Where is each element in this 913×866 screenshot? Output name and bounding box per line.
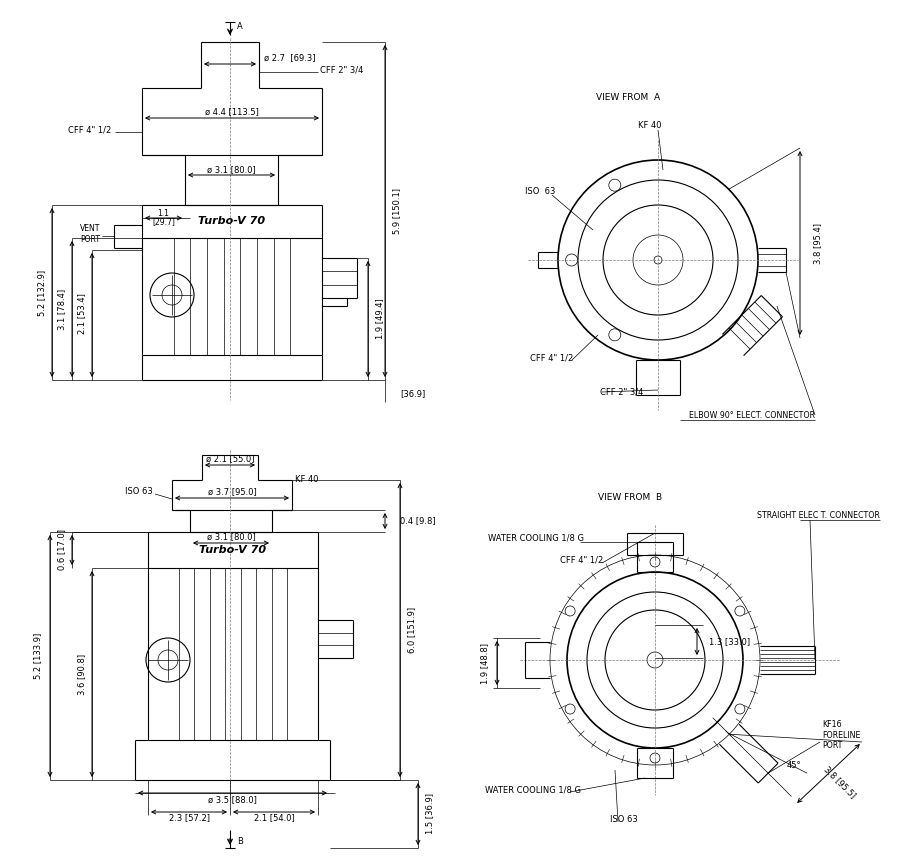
Text: ø 3.5 [88.0]: ø 3.5 [88.0] — [208, 796, 257, 805]
Text: ø 3.1 [80.0]: ø 3.1 [80.0] — [206, 533, 256, 541]
Text: 6.0 [151.9]: 6.0 [151.9] — [407, 607, 416, 653]
Text: 1.5 [36.9]: 1.5 [36.9] — [425, 793, 435, 835]
Text: ISO 63: ISO 63 — [610, 816, 638, 824]
Text: 3.6 [90.8]: 3.6 [90.8] — [78, 654, 87, 695]
Text: KF 40: KF 40 — [638, 120, 662, 130]
Text: 5.2 [132.9]: 5.2 [132.9] — [37, 269, 47, 315]
Text: 1.9 [49.4]: 1.9 [49.4] — [375, 299, 384, 339]
Text: ø 3.1 [80.0]: ø 3.1 [80.0] — [207, 165, 256, 175]
Text: 0.4 [9.8]: 0.4 [9.8] — [400, 516, 436, 526]
Text: ISO  63: ISO 63 — [525, 188, 555, 197]
Text: VENT
PORT: VENT PORT — [79, 224, 100, 243]
Text: 1.9 [48.8]: 1.9 [48.8] — [480, 643, 489, 683]
Text: 2.3 [57.2]: 2.3 [57.2] — [169, 813, 209, 823]
Text: WATER COOLING 1/8 G: WATER COOLING 1/8 G — [488, 533, 584, 542]
Text: B: B — [237, 837, 243, 846]
Text: 5.2 [133.9]: 5.2 [133.9] — [34, 633, 43, 679]
Text: CFF 4" 1/2: CFF 4" 1/2 — [68, 126, 111, 134]
Text: ISO 63: ISO 63 — [125, 488, 152, 496]
Text: CFF 2" 3/4: CFF 2" 3/4 — [600, 387, 644, 397]
Text: 2.1 [54.0]: 2.1 [54.0] — [254, 813, 294, 823]
Text: 0.6 [17.0]: 0.6 [17.0] — [58, 529, 67, 571]
Text: 45°: 45° — [787, 760, 802, 770]
Text: ø 2.7  [69.3]: ø 2.7 [69.3] — [264, 54, 316, 62]
Text: VIEW FROM  B: VIEW FROM B — [598, 494, 662, 502]
Text: CFF 4" 1/2: CFF 4" 1/2 — [530, 353, 573, 363]
Text: 2.1 [53.4]: 2.1 [53.4] — [78, 294, 87, 334]
Text: STRAIGHT ELEC T. CONNECTOR: STRAIGHT ELEC T. CONNECTOR — [757, 510, 880, 520]
Text: ø 3.7 [95.0]: ø 3.7 [95.0] — [207, 488, 257, 496]
Text: 5.9 [150.1]: 5.9 [150.1] — [393, 188, 402, 234]
Text: KF16
FORELINE
PORT: KF16 FORELINE PORT — [822, 721, 860, 750]
Text: [36.9]: [36.9] — [400, 390, 425, 398]
Text: A: A — [237, 22, 243, 31]
Text: ø 4.4 [113.5]: ø 4.4 [113.5] — [205, 107, 259, 117]
Text: 3.8 [95.4]: 3.8 [95.4] — [813, 223, 823, 263]
Text: Turbo-V 70: Turbo-V 70 — [199, 545, 267, 555]
Text: [29.7]: [29.7] — [152, 217, 175, 227]
Text: CFF 2" 3/4: CFF 2" 3/4 — [320, 66, 363, 74]
Text: WATER COOLING 1/8 G: WATER COOLING 1/8 G — [485, 785, 581, 794]
Text: KF 40: KF 40 — [295, 475, 319, 484]
Text: CFF 4" 1/2: CFF 4" 1/2 — [560, 555, 603, 565]
Text: 3.1 [78.4]: 3.1 [78.4] — [58, 288, 67, 330]
Text: 1.3 [33.0]: 1.3 [33.0] — [709, 637, 750, 647]
Text: VIEW FROM  A: VIEW FROM A — [596, 94, 660, 102]
Text: ø 2.1 [55.0]: ø 2.1 [55.0] — [205, 455, 254, 463]
Text: Turbo-V 70: Turbo-V 70 — [198, 216, 266, 227]
Text: 1.1: 1.1 — [158, 209, 170, 217]
Text: 3.8 [95.5]: 3.8 [95.5] — [823, 765, 857, 799]
Text: ELBOW 90° ELECT. CONNECTOR: ELBOW 90° ELECT. CONNECTOR — [689, 410, 815, 419]
